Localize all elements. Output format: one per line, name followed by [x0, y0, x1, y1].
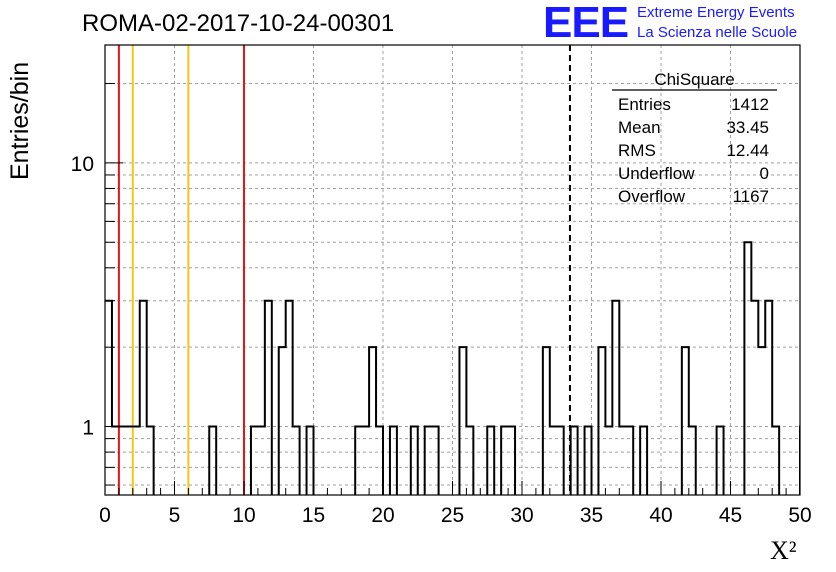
x-tick-label: 10 [232, 504, 255, 527]
stats-label: Underflow [618, 164, 695, 183]
stats-value: 0 [760, 164, 769, 183]
marker-lines [117, 45, 571, 495]
x-tick-label: 5 [169, 504, 181, 527]
histogram-bars [105, 241, 800, 495]
stats-label: Entries [618, 95, 671, 114]
x-axis-label: X² [770, 536, 797, 565]
x-tick-label: 20 [371, 504, 394, 527]
x-tick-label: 40 [649, 504, 672, 527]
stats-label: RMS [618, 141, 656, 160]
x-tick-label: 45 [719, 504, 742, 527]
histogram-series [105, 241, 800, 495]
stats-value: 33.45 [726, 118, 769, 137]
stats-value: 1167 [732, 187, 769, 206]
stats-label: Mean [618, 118, 661, 137]
stats-value: 1412 [731, 95, 769, 114]
y-tick-label: 1 [82, 417, 94, 440]
stats-value: 12.44 [726, 141, 769, 160]
x-tick-label: 0 [99, 504, 111, 527]
x-tick-label: 25 [441, 504, 464, 527]
logo-tagline-2: La Scienza nelle Scuole [637, 24, 798, 41]
stats-box: ChiSquare Entries 1412 Mean 33.45 RMS 12.44 Und… [612, 70, 777, 206]
chart-title: ROMA-02-2017-10-24-00301 [82, 10, 395, 37]
x-tick-label: 15 [302, 504, 325, 527]
stats-label: Overflow [618, 187, 686, 206]
eee-logo: EEE [543, 0, 629, 47]
axis-ticks: 0 5 10 15 20 25 30 35 40 45 50 1 10 [71, 83, 812, 527]
stats-title: ChiSquare [654, 70, 734, 89]
logo-tagline-1: Extreme Energy Events [637, 4, 795, 21]
x-tick-label: 35 [580, 504, 603, 527]
x-tick-label: 30 [510, 504, 533, 527]
y-tick-label: 10 [71, 153, 94, 176]
x-tick-label: 50 [788, 504, 811, 527]
